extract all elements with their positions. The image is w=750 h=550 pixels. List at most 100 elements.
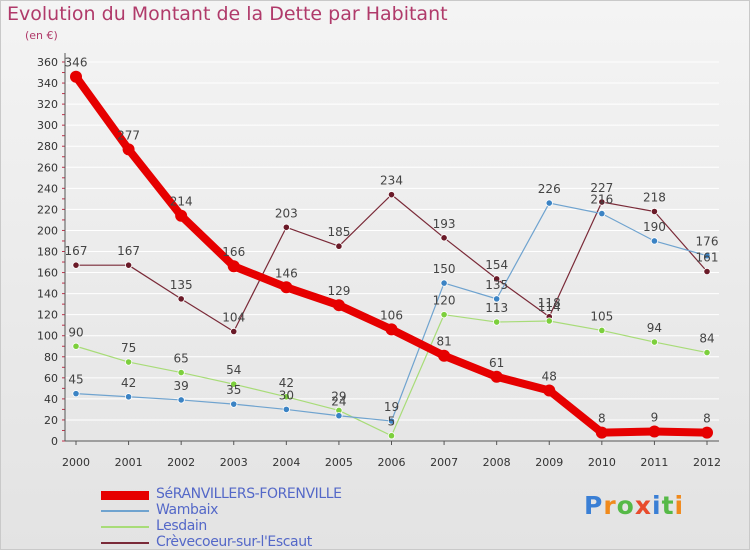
data-label: 214 xyxy=(170,195,193,209)
data-point xyxy=(545,317,553,325)
x-tick-label: 2005 xyxy=(325,456,353,469)
y-tick-label: 340 xyxy=(37,77,58,90)
y-tick-label: 140 xyxy=(37,288,58,301)
data-label: 105 xyxy=(590,309,613,323)
data-point xyxy=(230,400,238,408)
data-point xyxy=(650,338,659,346)
data-point xyxy=(703,348,711,357)
x-tick-label: 2003 xyxy=(220,456,248,469)
legend-label: Lesdain xyxy=(156,518,207,534)
legend-label: Wambaix xyxy=(156,502,219,518)
data-label: 185 xyxy=(327,225,350,239)
data-point xyxy=(124,261,133,269)
data-label: 45 xyxy=(68,373,83,387)
y-tick-label: 320 xyxy=(37,98,58,111)
data-label: 216 xyxy=(590,193,613,207)
legend-swatch xyxy=(101,490,149,500)
data-point xyxy=(70,70,82,83)
data-point xyxy=(177,368,185,377)
data-label: 106 xyxy=(380,308,403,322)
chart-title: Evolution du Montant de la Dette par Hab… xyxy=(7,3,448,25)
y-tick-label: 260 xyxy=(37,161,58,174)
logo-letter: x xyxy=(634,491,652,520)
data-point xyxy=(72,261,80,269)
data-point xyxy=(385,323,398,336)
data-label: 84 xyxy=(699,332,714,346)
data-label: 154 xyxy=(485,258,508,272)
chart-unit-label: (en €) xyxy=(25,29,58,42)
data-point xyxy=(438,349,451,362)
data-label: 135 xyxy=(485,278,508,292)
data-point xyxy=(230,380,238,388)
data-label: 166 xyxy=(222,245,245,259)
data-point xyxy=(282,223,290,231)
y-tick-label: 60 xyxy=(44,372,58,385)
data-label: 150 xyxy=(433,262,456,276)
data-point xyxy=(703,267,711,276)
data-point xyxy=(335,412,343,420)
data-point xyxy=(493,275,501,283)
data-label: 193 xyxy=(433,217,456,231)
data-point xyxy=(230,327,238,336)
data-label: 190 xyxy=(643,220,666,234)
y-tick-label: 180 xyxy=(37,246,58,259)
legend-label: Crèvecoeur-sur-l'Escaut xyxy=(156,534,312,550)
x-tick-label: 2008 xyxy=(483,456,511,469)
data-label: 203 xyxy=(275,206,298,220)
data-point xyxy=(124,358,133,366)
y-tick-label: 200 xyxy=(37,224,58,237)
data-point xyxy=(387,432,396,440)
data-label: 42 xyxy=(279,376,294,390)
data-point xyxy=(387,191,396,199)
data-label: 35 xyxy=(226,383,241,397)
data-point xyxy=(493,318,501,326)
data-point xyxy=(177,295,185,303)
legend: SéRANVILLERS-FORENVILLE Wambaix Lesdain Crè… xyxy=(101,486,401,550)
y-tick-label: 220 xyxy=(37,203,58,216)
data-label: 24 xyxy=(331,395,346,409)
data-point xyxy=(335,242,343,250)
data-label: 94 xyxy=(647,321,662,335)
y-tick-label: 80 xyxy=(44,351,58,364)
data-label: 65 xyxy=(174,352,189,366)
data-label: 75 xyxy=(121,341,136,355)
x-tick-label: 2006 xyxy=(378,456,406,469)
data-label: 234 xyxy=(380,174,403,188)
data-label: 19 xyxy=(384,400,399,414)
data-label: 161 xyxy=(696,251,719,265)
data-point xyxy=(227,260,240,273)
data-point xyxy=(650,237,659,245)
data-label: 81 xyxy=(436,335,451,349)
x-tick-label: 2010 xyxy=(588,456,616,469)
legend-swatch xyxy=(101,542,149,544)
y-tick-label: 300 xyxy=(37,119,58,132)
legend-swatch xyxy=(101,510,149,512)
data-point xyxy=(598,326,606,335)
data-point xyxy=(598,198,606,206)
x-tick-label: 2009 xyxy=(535,456,563,469)
data-label: 167 xyxy=(65,244,88,258)
data-label: 129 xyxy=(327,284,350,298)
data-label: 54 xyxy=(226,363,241,377)
logo-letter: P xyxy=(584,491,604,520)
legend-item: Lesdain xyxy=(101,518,401,535)
data-label: 39 xyxy=(174,379,189,393)
data-label: 48 xyxy=(542,369,557,383)
data-point xyxy=(72,342,80,350)
y-tick-label: 160 xyxy=(37,267,58,280)
data-point xyxy=(387,417,396,425)
data-label: 8 xyxy=(598,412,606,426)
logo-letter: i xyxy=(674,491,685,520)
y-tick-label: 0 xyxy=(51,435,58,448)
x-tick-label: 2011 xyxy=(640,456,668,469)
data-label: 227 xyxy=(590,181,613,195)
y-tick-label: 120 xyxy=(37,309,58,322)
legend-swatch xyxy=(101,526,149,528)
data-label: 8 xyxy=(703,412,711,426)
x-tick-label: 2012 xyxy=(693,456,721,469)
y-tick-label: 100 xyxy=(37,330,58,343)
data-point xyxy=(177,396,185,404)
data-point xyxy=(598,210,606,218)
x-tick-label: 2000 xyxy=(62,456,90,469)
